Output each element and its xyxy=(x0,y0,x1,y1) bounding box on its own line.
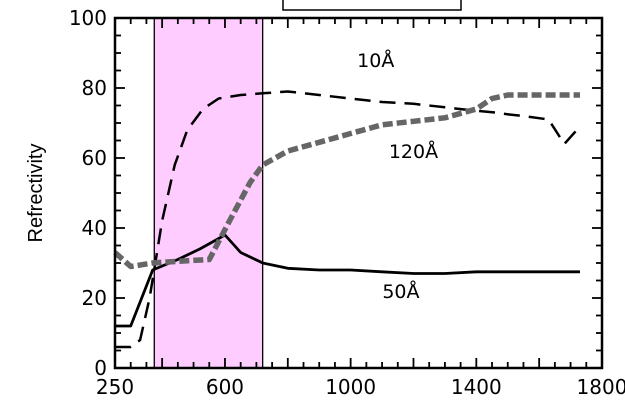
x-tick-label: 1000 xyxy=(325,375,376,399)
y-tick-label: 20 xyxy=(82,286,107,310)
series-annotation: 120Å xyxy=(389,140,438,163)
series-annotation: 10Å xyxy=(357,49,394,72)
x-tick-label: 600 xyxy=(206,375,244,399)
x-tick-label: 1400 xyxy=(451,375,502,399)
x-tick-label: 250 xyxy=(96,375,134,399)
y-tick-label: 0 xyxy=(94,356,107,380)
series-annotation: 50Å xyxy=(382,280,419,303)
y-tick-label: 40 xyxy=(82,216,107,240)
series-line-10 xyxy=(115,90,581,349)
top-label-box xyxy=(282,0,462,11)
series-line-120 xyxy=(113,92,580,270)
y-axis-label: Refrectivity xyxy=(25,144,47,243)
y-tick-label: 100 xyxy=(69,6,107,30)
x-tick-label: 1800 xyxy=(577,375,625,399)
y-tick-label: 80 xyxy=(82,76,107,100)
y-tick-label: 60 xyxy=(82,146,107,170)
